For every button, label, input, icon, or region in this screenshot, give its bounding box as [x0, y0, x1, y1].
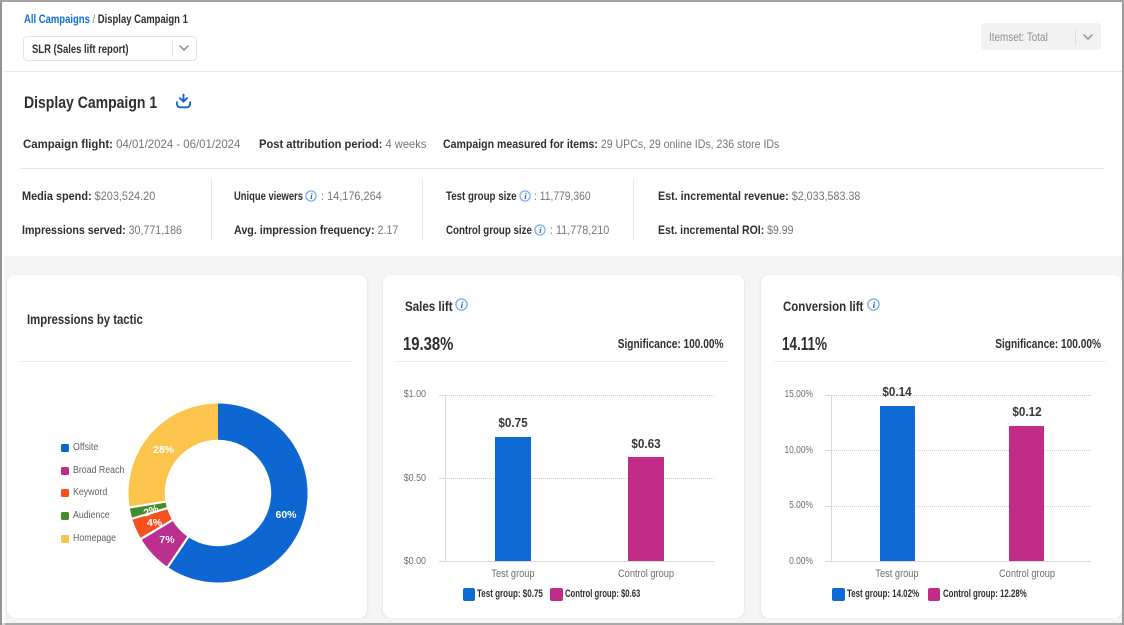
- svg-text:7%: 7%: [159, 534, 175, 546]
- svg-text:28%: 28%: [153, 444, 175, 456]
- svg-text:i: i: [540, 224, 543, 234]
- svg-text:60%: 60%: [275, 509, 297, 521]
- svg-text:i: i: [311, 190, 314, 200]
- svg-text:i: i: [873, 301, 876, 311]
- svg-text:i: i: [461, 301, 464, 311]
- svg-text:4%: 4%: [147, 517, 163, 529]
- svg-text:2%: 2%: [142, 503, 161, 520]
- svg-text:i: i: [524, 190, 527, 200]
